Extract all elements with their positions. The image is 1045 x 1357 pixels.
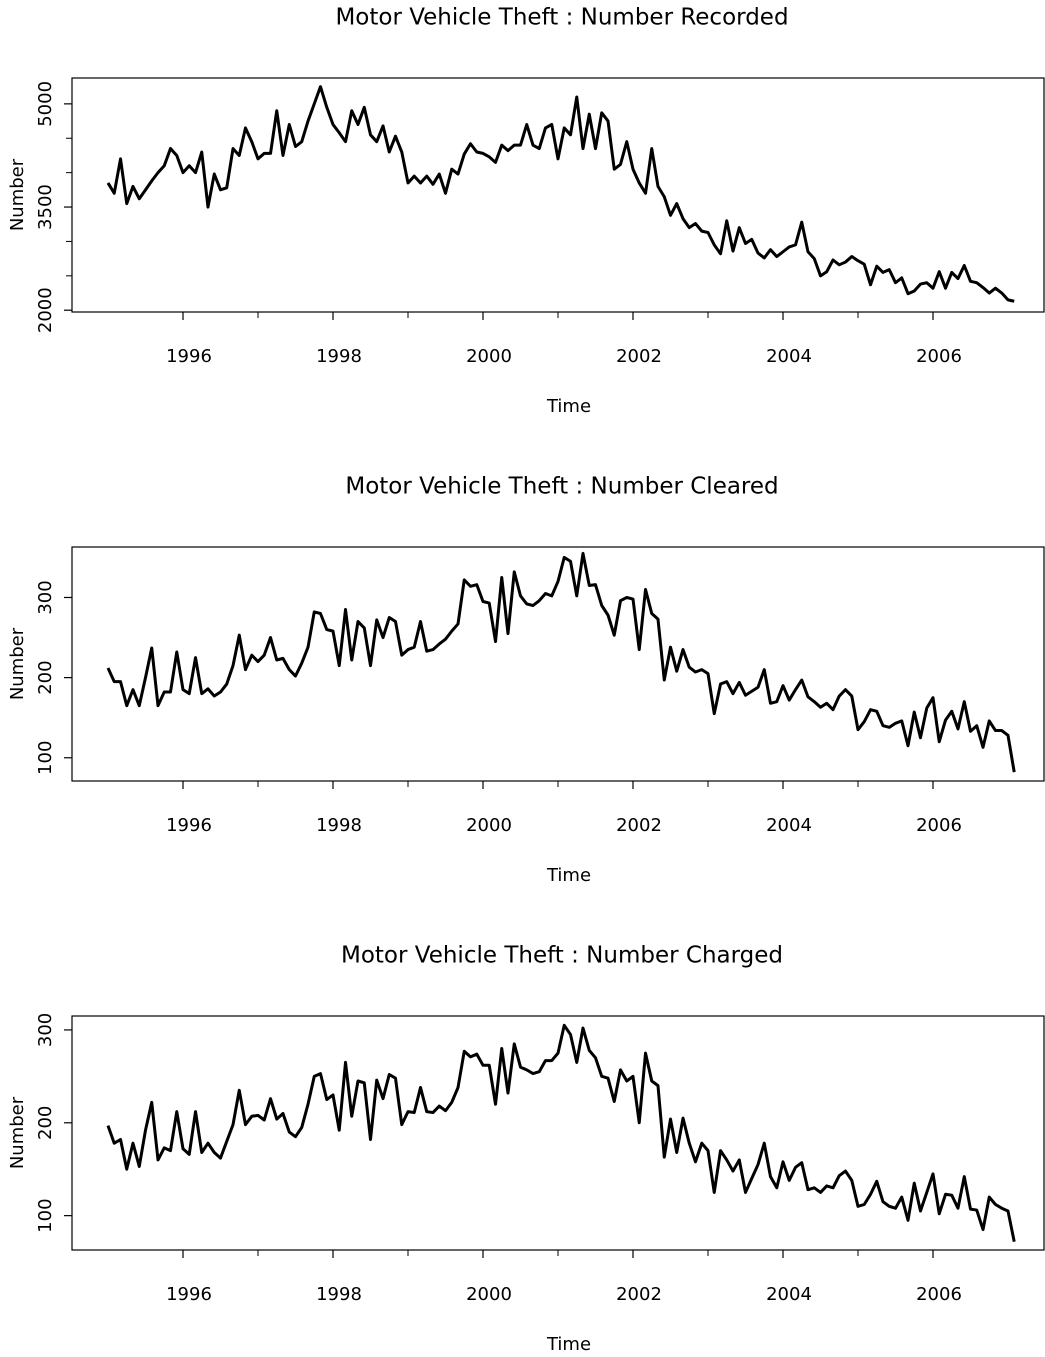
x-tick-label: 2004 [766, 346, 812, 367]
x-tick-label: 1998 [316, 1284, 362, 1305]
x-tick-label: 1996 [166, 815, 212, 836]
x-tick-label: 1998 [316, 815, 362, 836]
y-axis-label: Number [7, 158, 28, 231]
x-tick-label: 1996 [166, 346, 212, 367]
x-tick-label: 2002 [616, 346, 662, 367]
x-tick-label: 2000 [466, 1284, 512, 1305]
y-tick-label: 300 [35, 580, 56, 614]
y-tick-label: 200 [35, 660, 56, 694]
y-tick-label: 2000 [35, 287, 56, 333]
y-tick-label: 100 [35, 1198, 56, 1232]
plot-frame [71, 77, 1045, 313]
y-tick-label: 300 [35, 1013, 56, 1047]
x-tick-label: 2002 [616, 1284, 662, 1305]
chart-title: Motor Vehicle Theft : Number Cleared [345, 474, 778, 500]
x-axis-label: Time [546, 396, 591, 417]
x-tick-label: 2000 [466, 815, 512, 836]
data-line [106, 1023, 1016, 1242]
x-tick-label: 2006 [916, 346, 962, 367]
y-tick-label: 200 [35, 1106, 56, 1140]
x-tick-label: 2006 [916, 1284, 962, 1305]
chart-title: Motor Vehicle Theft : Number Recorded [335, 5, 788, 31]
x-tick-label: 1998 [316, 346, 362, 367]
data-line [106, 85, 1015, 303]
x-axis-label: Time [546, 865, 591, 886]
x-tick-label: 1996 [166, 1284, 212, 1305]
data-line [106, 551, 1016, 773]
y-tick-label: 3500 [35, 184, 56, 230]
x-tick-label: 2006 [916, 815, 962, 836]
chart-title: Motor Vehicle Theft : Number Charged [341, 943, 783, 969]
x-tick-label: 2004 [766, 1284, 812, 1305]
y-axis-label: Number [7, 627, 28, 700]
x-tick-label: 2000 [466, 346, 512, 367]
x-axis-label: Time [546, 1334, 591, 1355]
y-tick-label: 100 [35, 741, 56, 775]
y-axis-label: Number [7, 1096, 28, 1169]
x-tick-label: 2002 [616, 815, 662, 836]
y-tick-label: 5000 [35, 81, 56, 127]
x-tick-label: 2004 [766, 815, 812, 836]
